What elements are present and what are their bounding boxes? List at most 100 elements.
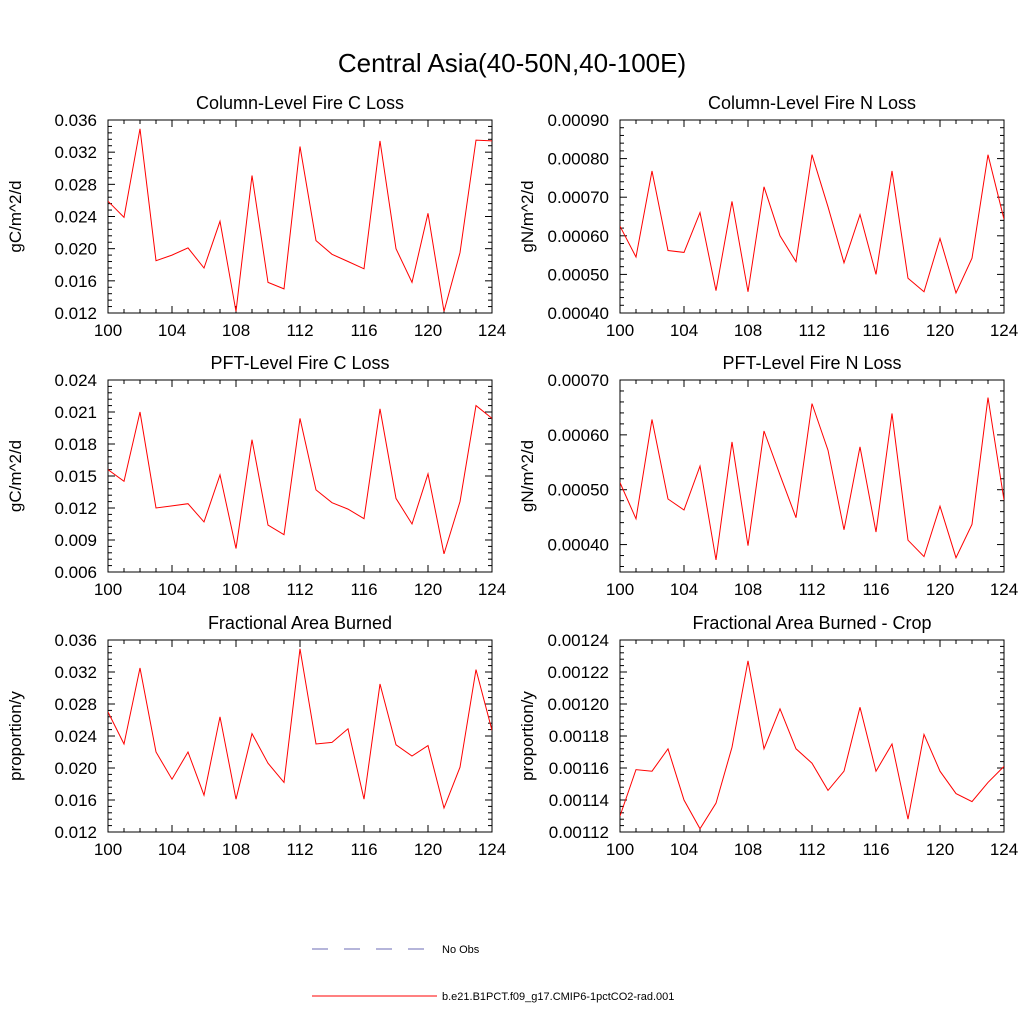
- x-tick-label: 108: [222, 321, 250, 340]
- x-tick-label: 124: [990, 580, 1018, 599]
- legend-label-model: b.e21.B1PCT.f09_g17.CMIP6-1pctCO2-rad.00…: [442, 991, 674, 1003]
- x-tick-label: 104: [158, 321, 186, 340]
- y-axis-label: gC/m^2/d: [6, 440, 25, 512]
- y-tick-label: 0.015: [54, 467, 97, 486]
- y-tick-label: 0.00070: [548, 188, 609, 207]
- x-tick-label: 124: [478, 840, 506, 859]
- x-tick-label: 120: [926, 840, 954, 859]
- x-tick-label: 120: [414, 840, 442, 859]
- y-tick-label: 0.016: [54, 272, 97, 291]
- y-tick-label: 0.021: [54, 403, 97, 422]
- y-tick-label: 0.00116: [549, 759, 609, 778]
- x-tick-label: 108: [222, 580, 250, 599]
- x-tick-label: 116: [350, 321, 377, 340]
- y-tick-label: 0.00090: [548, 111, 609, 130]
- chart-panel-1: Column-Level Fire C Loss gC/m^2/d 100 104 10…: [6, 93, 506, 340]
- plot-frame: [619, 119, 1005, 314]
- x-tick-label: 116: [350, 580, 377, 599]
- y-tick-label: 0.018: [54, 435, 97, 454]
- x-tick-label: 120: [414, 321, 442, 340]
- y-tick-label: 0.00040: [548, 304, 609, 323]
- y-tick-label: 0.00040: [548, 536, 609, 555]
- chart-panel-4: PFT-Level Fire N Loss gN/m^2/d 100 104 108 11…: [518, 353, 1018, 599]
- x-tick-label: 100: [606, 580, 634, 599]
- chart-panel-2: Column-Level Fire N Loss gN/m^2/d 100 104 10…: [518, 93, 1018, 340]
- series-line: [108, 128, 492, 312]
- x-tick-label: 100: [94, 580, 122, 599]
- x-tick-label: 120: [414, 580, 442, 599]
- plot-frame: [619, 639, 1005, 833]
- panel-title: Column-Level Fire C Loss: [196, 93, 404, 113]
- y-tick-label: 0.00114: [549, 791, 609, 810]
- y-tick-label: 0.032: [54, 663, 97, 682]
- panels: Column-Level Fire C Loss gC/m^2/d 100 104 10…: [6, 93, 1018, 859]
- legend: No Obs b.e21.B1PCT.f09_g17.CMIP6-1pctCO2…: [312, 944, 674, 1003]
- x-tick-label: 124: [478, 580, 506, 599]
- x-tick-label: 120: [926, 580, 954, 599]
- y-tick-label: 0.036: [54, 111, 97, 130]
- y-tick-label: 0.00112: [549, 823, 609, 842]
- x-tick-label: 100: [606, 321, 634, 340]
- x-tick-label: 108: [222, 840, 250, 859]
- y-axis-label: proportion/y: [518, 691, 537, 781]
- x-tick-label: 100: [94, 321, 122, 340]
- legend-label-no-obs: No Obs: [442, 944, 480, 956]
- series-line: [108, 404, 492, 555]
- y-tick-label: 0.032: [54, 143, 97, 162]
- y-tick-label: 0.016: [54, 791, 97, 810]
- x-tick-label: 104: [670, 840, 698, 859]
- plot-frame: [619, 379, 1005, 573]
- x-tick-label: 112: [286, 321, 313, 340]
- y-tick-label: 0.028: [54, 695, 97, 714]
- x-tick-label: 108: [734, 840, 762, 859]
- y-tick-label: 0.00070: [548, 371, 609, 390]
- y-tick-label: 0.020: [54, 759, 97, 778]
- plot-frame: [107, 639, 493, 833]
- y-tick-label: 0.006: [54, 563, 97, 582]
- x-tick-label: 104: [670, 580, 698, 599]
- y-tick-label: 0.036: [54, 631, 97, 650]
- plot-frame: [107, 379, 493, 573]
- y-tick-label: 0.024: [54, 208, 97, 227]
- series-line: [620, 397, 1004, 560]
- x-tick-label: 104: [158, 840, 186, 859]
- y-tick-label: 0.028: [54, 175, 97, 194]
- x-tick-label: 112: [286, 580, 313, 599]
- y-tick-label: 0.00060: [548, 227, 609, 246]
- x-tick-label: 116: [350, 840, 377, 859]
- x-tick-label: 100: [94, 840, 122, 859]
- y-tick-label: 0.00050: [548, 265, 609, 284]
- y-axis-label: gN/m^2/d: [518, 180, 537, 252]
- figure-title: Central Asia(40-50N,40-100E): [338, 48, 686, 78]
- y-tick-label: 0.00060: [548, 426, 609, 445]
- y-tick-label: 0.00120: [548, 695, 609, 714]
- y-tick-label: 0.012: [54, 823, 97, 842]
- x-tick-label: 120: [926, 321, 954, 340]
- y-axis-label: gN/m^2/d: [518, 440, 537, 512]
- x-tick-label: 108: [734, 580, 762, 599]
- x-tick-label: 112: [798, 580, 825, 599]
- x-tick-label: 100: [606, 840, 634, 859]
- y-tick-label: 0.024: [54, 727, 97, 746]
- x-tick-label: 108: [734, 321, 762, 340]
- y-axis-label: proportion/y: [6, 691, 25, 781]
- x-tick-label: 112: [798, 321, 825, 340]
- x-tick-label: 112: [286, 840, 313, 859]
- panel-title: PFT-Level Fire C Loss: [210, 353, 389, 373]
- y-tick-label: 0.012: [54, 304, 97, 323]
- x-tick-label: 116: [862, 840, 889, 859]
- series-line: [108, 648, 492, 810]
- y-tick-label: 0.020: [54, 240, 97, 259]
- y-tick-label: 0.00122: [548, 663, 609, 682]
- series-line: [620, 154, 1004, 295]
- x-tick-label: 112: [798, 840, 825, 859]
- y-tick-label: 0.00118: [549, 727, 609, 746]
- y-axis-label: gC/m^2/d: [6, 180, 25, 252]
- x-tick-label: 124: [990, 840, 1018, 859]
- x-tick-label: 104: [158, 580, 186, 599]
- chart-panel-6: Fractional Area Burned - Crop proportion/…: [518, 613, 1018, 859]
- panel-title: PFT-Level Fire N Loss: [722, 353, 901, 373]
- x-tick-label: 104: [670, 321, 698, 340]
- panel-title: Fractional Area Burned: [208, 613, 392, 633]
